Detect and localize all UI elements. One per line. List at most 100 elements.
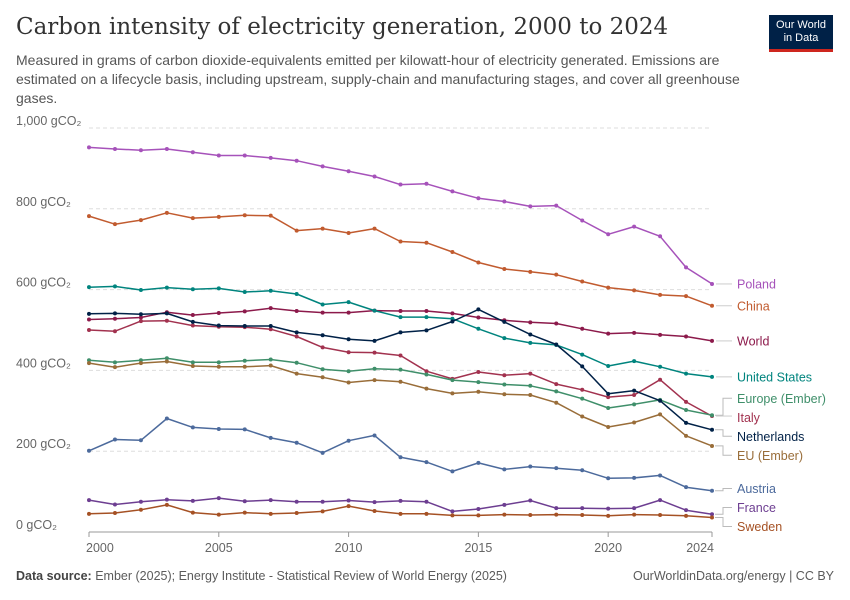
data-point-france [684,508,689,513]
data-point-france [398,498,403,503]
x-tick-label: 2020 [594,541,622,555]
data-point-sweden [450,513,455,518]
data-point-poland [554,203,559,208]
data-point-sweden [528,513,533,518]
data-point-china [606,285,611,290]
data-point-netherlands [112,311,117,316]
data-point-france [580,506,585,511]
data-point-netherlands [424,328,429,333]
data-point-eu-ember [606,424,611,429]
data-point-netherlands [476,307,481,312]
data-point-eu-ember [190,363,195,368]
footer-link[interactable]: OurWorldinData.org/energy | CC BY [632,569,834,583]
data-point-eu-ember [710,443,714,448]
data-point-france [554,506,559,511]
data-point-poland [138,148,143,153]
data-point-sweden [580,513,585,518]
series-label-netherlands: Netherlands [737,430,804,444]
data-point-china [268,213,273,218]
data-point-world [112,316,117,321]
data-point-netherlands [580,364,585,369]
data-point-eu-ember [112,365,117,370]
data-point-poland [580,218,585,223]
data-point-france [216,496,221,501]
data-point-eu-ember [658,412,663,417]
owid-logo[interactable]: Our World in Data [769,15,833,52]
data-point-sweden [684,513,689,518]
data-point-europe-ember [476,380,481,385]
data-point-italy [164,318,169,323]
data-point-france [87,498,91,503]
series-line-austria [88,417,713,492]
data-point-italy [580,387,585,392]
data-point-france [268,498,273,503]
data-point-china [684,294,689,299]
data-point-netherlands [528,332,533,337]
data-point-sweden [164,502,169,507]
series-label-eu-ember: EU (Ember) [737,449,803,463]
data-point-poland [164,147,169,152]
data-point-china [87,214,91,219]
data-point-italy [502,373,507,378]
data-point-poland [450,189,455,194]
logo-line-2: in Data [783,32,819,44]
label-connector [715,488,732,492]
data-point-poland [398,182,403,187]
data-point-italy [528,371,533,376]
data-point-sweden [606,513,611,518]
data-point-netherlands [164,311,169,316]
data-point-europe-ember [554,389,559,394]
data-point-eu-ember [502,392,507,397]
data-point-eu-ember [320,375,325,380]
data-point-austria [528,464,533,469]
data-point-world [450,311,455,316]
y-tick-label: 800 gCO₂ [16,195,71,209]
data-point-poland [710,281,714,286]
data-point-eu-ember [450,391,455,396]
data-point-china [710,303,714,308]
data-point-austria [242,427,247,432]
data-point-france [424,499,429,504]
data-point-europe-ember [398,367,403,372]
data-point-france [528,498,533,503]
data-point-world [268,306,273,311]
data-point-china [398,239,403,244]
data-point-world [710,338,714,343]
data-point-france [710,512,714,517]
data-point-united-states [684,371,689,376]
logo-line-1: Our World [776,19,826,31]
data-point-netherlands [684,420,689,425]
data-point-eu-ember [268,363,273,368]
label-connector [715,445,732,456]
data-point-austria [372,433,377,438]
data-point-poland [424,181,429,186]
data-point-eu-ember [684,433,689,438]
series-label-poland: Poland [737,277,776,291]
data-point-eu-ember [164,359,169,364]
data-point-austria [164,416,169,421]
data-point-united-states [242,290,247,295]
data-point-poland [658,234,663,239]
data-point-netherlands [242,323,247,328]
data-point-netherlands [502,319,507,324]
series-label-italy: Italy [737,411,761,425]
data-point-eu-ember [372,378,377,383]
data-point-world [294,309,299,314]
series-line-eu-ember [88,360,713,447]
data-point-netherlands [138,312,143,317]
x-tick-label: 2010 [335,541,363,555]
data-point-netherlands [294,330,299,335]
data-point-italy [606,395,611,400]
data-point-china [632,288,637,293]
series-label-sweden: Sweden [737,520,782,534]
data-point-netherlands [450,319,455,324]
data-point-austria [268,435,273,440]
series-label-china: China [737,299,770,313]
data-point-china [658,292,663,297]
data-point-europe-ember [424,372,429,377]
data-point-china [112,222,117,227]
data-point-united-states [320,302,325,307]
series-line-europe-ember [88,357,713,416]
data-point-eu-ember [216,364,221,369]
data-point-eu-ember [424,386,429,391]
